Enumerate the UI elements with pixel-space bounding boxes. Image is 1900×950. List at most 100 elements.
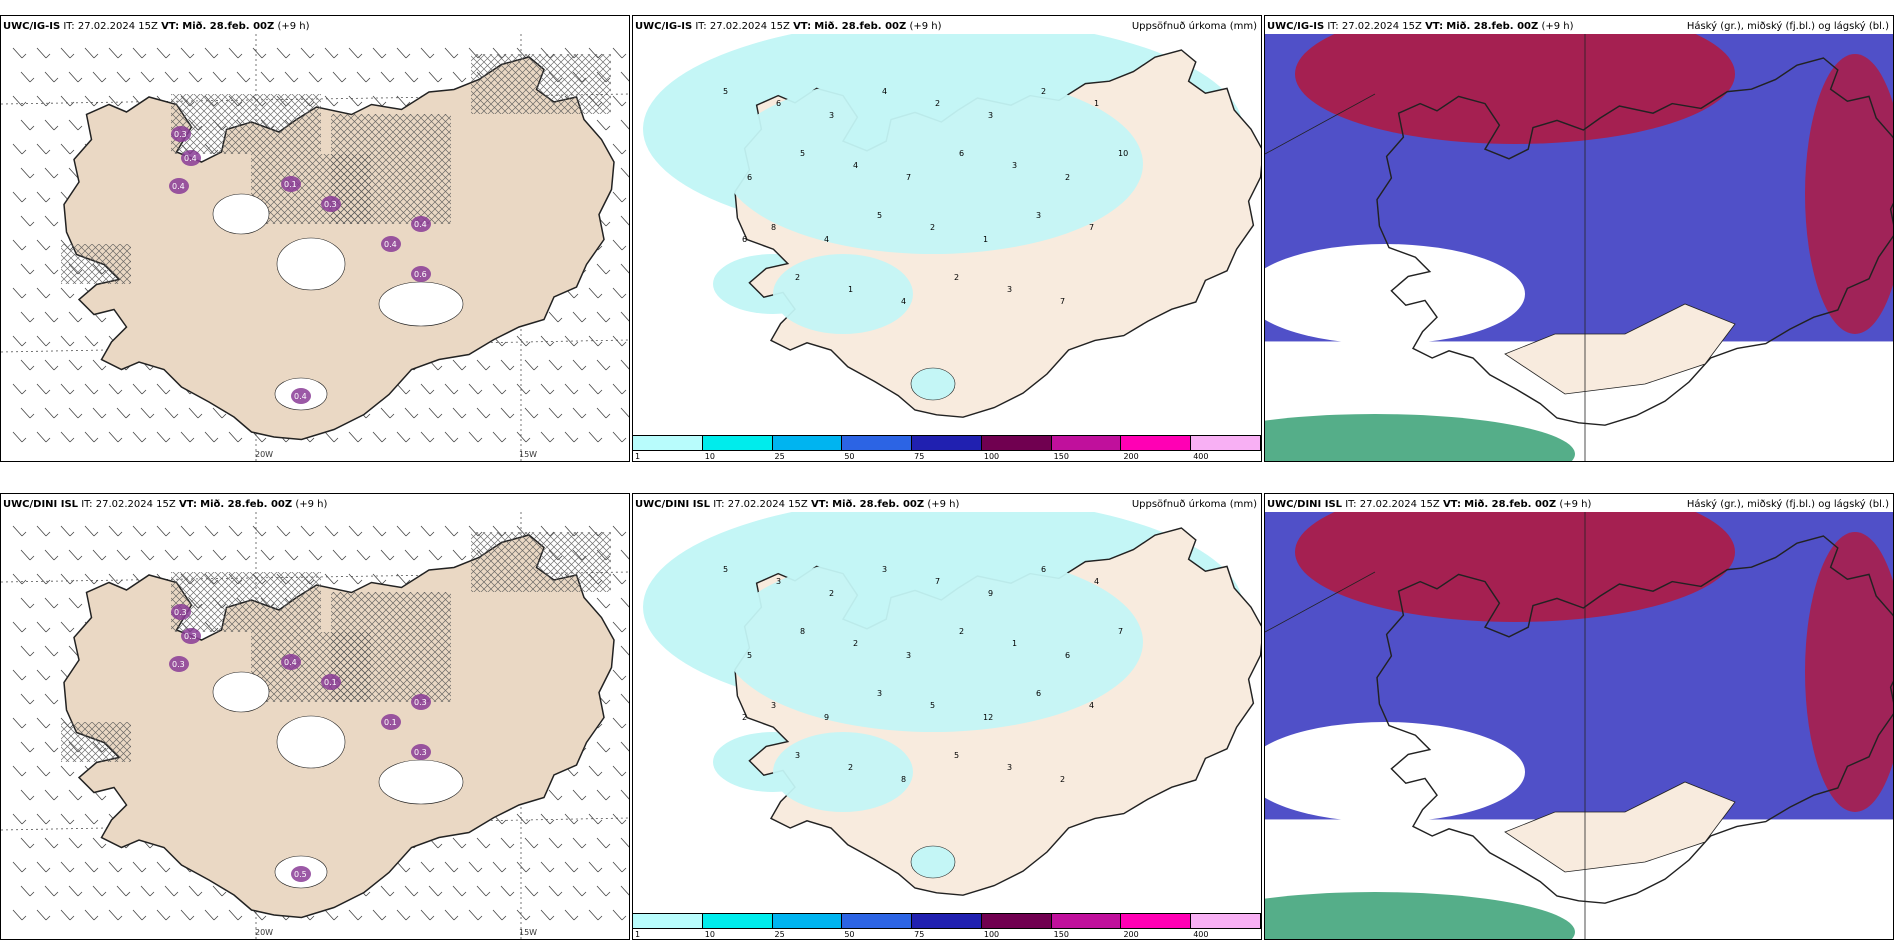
wind-barb-flag (581, 413, 587, 419)
wind-barb (324, 909, 335, 921)
wind-barb-flag (605, 221, 611, 227)
wind-barb-flag (69, 579, 75, 585)
wind-barb-flag (309, 437, 315, 443)
snow-accumulation-blob (181, 150, 201, 166)
snow-value-label: 0.4 (414, 220, 427, 229)
snow-accumulation-blob (169, 178, 189, 194)
wind-barb (308, 549, 319, 561)
wind-barb (444, 525, 455, 537)
wind-barb-flag (93, 579, 99, 585)
wind-barb-flag (573, 437, 579, 443)
wind-barb (596, 597, 607, 609)
wind-barb (156, 861, 167, 873)
wind-barb (620, 837, 629, 848)
wind-barb-flag (285, 53, 291, 59)
wind-barb (12, 191, 23, 203)
wind-barb-flag (213, 915, 219, 921)
snow-value-label: 0.6 (414, 270, 427, 279)
wind-barb-flag (165, 867, 171, 873)
wind-barb (612, 143, 623, 155)
wind-barb (84, 383, 95, 395)
precip-value-label: 1 (1094, 99, 1099, 108)
wind-barb-flag (93, 389, 99, 395)
wind-barb (588, 383, 599, 395)
wind-barb (12, 95, 23, 107)
colorbar-swatch (702, 914, 773, 928)
wind-barb (620, 789, 629, 800)
wind-barb-flag (53, 173, 59, 179)
wind-barb (12, 861, 23, 873)
wind-barb (252, 909, 263, 921)
wind-barb-flag (557, 365, 563, 371)
precip-value-label: 2 (1041, 87, 1046, 96)
colorbar-swatch (981, 914, 1052, 928)
wind-barb-flag (501, 915, 507, 921)
wind-barb-flag (437, 413, 443, 419)
wind-barb (612, 95, 623, 107)
wind-barb (60, 335, 71, 347)
wind-barb (164, 885, 175, 897)
wind-barb-flag (117, 579, 123, 585)
wind-barb-flag (381, 579, 387, 585)
wind-barb-flag (149, 555, 155, 561)
wind-barb-flag (21, 915, 27, 921)
wind-barb (276, 47, 287, 59)
wind-barb (20, 407, 31, 419)
wind-barb (620, 215, 629, 226)
wind-barb (452, 549, 463, 561)
colorbar-swatch (1191, 914, 1261, 928)
wind-barb-flag (621, 53, 627, 59)
lon-label-15w: 15W (519, 450, 538, 459)
wind-barb-flag (93, 53, 99, 59)
wind-barb-flag (29, 317, 35, 323)
wind-barb (44, 359, 55, 371)
wind-barb (596, 119, 607, 131)
panel-dini-precip: UWC/DINI ISL IT: 27.02.2024 15Z VT: Mið.… (632, 493, 1262, 940)
wind-barb-flag (389, 77, 395, 83)
wind-barb (516, 431, 527, 443)
wind-barb-flag (69, 771, 75, 777)
wind-barb (612, 765, 623, 777)
wind-barb (36, 765, 47, 777)
colorbar-swatch (842, 914, 913, 928)
wind-barb (468, 909, 479, 921)
precip-value-label: 6 (1036, 689, 1041, 698)
wind-barb (620, 645, 629, 656)
wind-barb (548, 885, 559, 897)
precip-area (773, 254, 913, 334)
precip-value-label: 3 (877, 689, 882, 698)
wind-barb (44, 71, 55, 83)
wind-barb-flag (485, 365, 491, 371)
wind-barb (588, 813, 599, 825)
wind-barb (36, 861, 47, 873)
wind-barb (20, 263, 31, 275)
wind-barb (588, 909, 599, 921)
colorbar-swatch (1051, 914, 1122, 928)
wind-barb-flag (533, 891, 539, 897)
wind-barb (476, 359, 487, 371)
wind-barb-flag (357, 437, 363, 443)
snow-accumulation-blob (381, 236, 401, 252)
wind-barb (516, 909, 527, 921)
clouds-map (1265, 34, 1893, 461)
wind-barb-flag (573, 819, 579, 825)
snow-accumulation-blob (281, 654, 301, 670)
wind-barb (348, 573, 359, 585)
panel-ig-wind: UWC/IG-IS IT: 27.02.2024 15Z VT: Mið. 28… (0, 15, 630, 462)
wind-barb-flag (501, 867, 507, 873)
wind-barb (516, 861, 527, 873)
wind-barb-flag (21, 101, 27, 107)
parallel-line (1265, 571, 1376, 633)
precip-value-label: 2 (959, 627, 964, 636)
wind-barb (164, 71, 175, 83)
wind-barb-flag (45, 149, 51, 155)
wind-barb-flag (269, 77, 275, 83)
wind-barb (596, 359, 607, 371)
wind-barb (324, 431, 335, 443)
wind-barb (524, 407, 535, 419)
wind-barb (60, 431, 71, 443)
wind-barb-flag (149, 77, 155, 83)
wind-barb-flag (21, 531, 27, 537)
wind-barb-flag (77, 795, 83, 801)
precip-value-label: 8 (901, 775, 906, 784)
